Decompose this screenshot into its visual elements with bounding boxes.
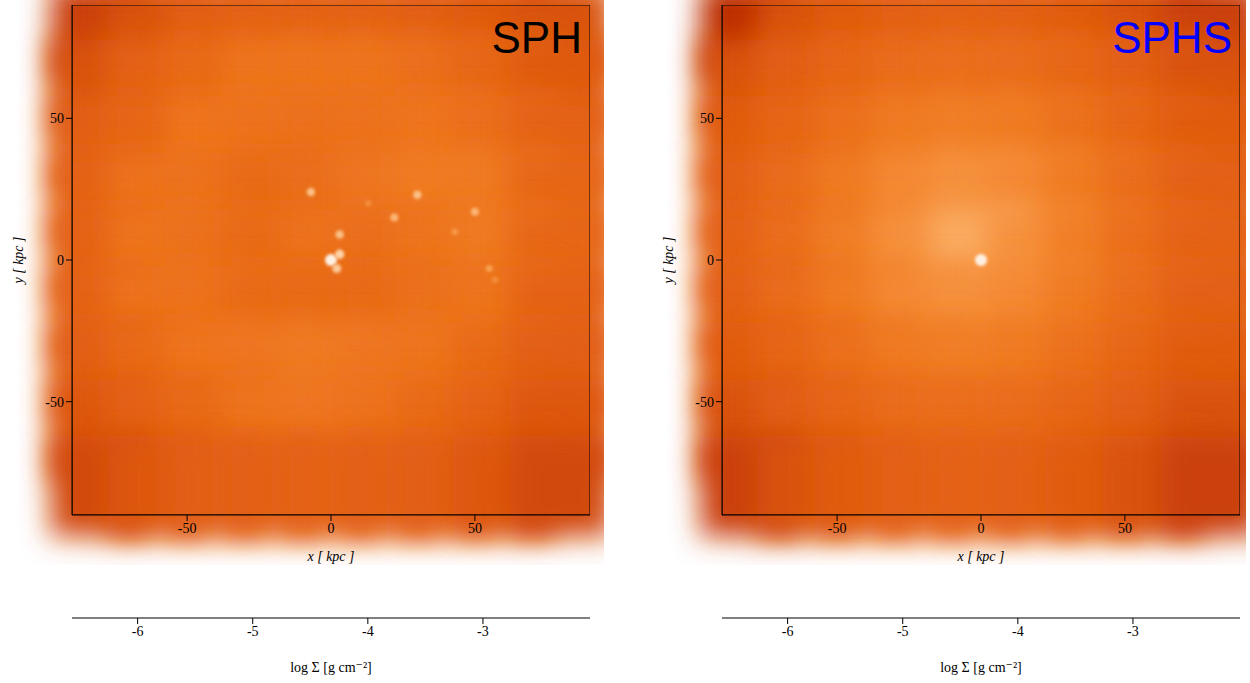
svg-text:-50: -50 bbox=[828, 521, 847, 536]
svg-text:y [ kpc ]: y [ kpc ] bbox=[661, 236, 676, 285]
html-text:SPHS: SPHS bbox=[1112, 13, 1232, 62]
svg-text:-5: -5 bbox=[247, 624, 259, 639]
svg-text:-50: -50 bbox=[178, 521, 197, 536]
svg-text:log Σ [g cm⁻²]: log Σ [g cm⁻²] bbox=[940, 660, 1022, 675]
html-text:SPH: SPH bbox=[491, 13, 582, 62]
svg-text:50: 50 bbox=[468, 521, 482, 536]
svg-text:0: 0 bbox=[328, 521, 335, 536]
svg-text:0: 0 bbox=[707, 253, 714, 268]
svg-text:-5: -5 bbox=[897, 624, 909, 639]
svg-text:0: 0 bbox=[57, 253, 64, 268]
svg-text:-4: -4 bbox=[1012, 624, 1024, 639]
svg-text:x [ kpc ]: x [ kpc ] bbox=[306, 549, 354, 564]
svg-text:-3: -3 bbox=[1127, 624, 1139, 639]
svg-text:-50: -50 bbox=[45, 395, 64, 410]
svg-text:50: 50 bbox=[1118, 521, 1132, 536]
svg-text:x [ kpc ]: x [ kpc ] bbox=[956, 549, 1004, 564]
svg-text:50: 50 bbox=[700, 111, 714, 126]
svg-text:-6: -6 bbox=[782, 624, 794, 639]
svg-text:-50: -50 bbox=[695, 395, 714, 410]
svg-text:50: 50 bbox=[50, 111, 64, 126]
svg-text:0: 0 bbox=[978, 521, 985, 536]
svg-text:y [ kpc ]: y [ kpc ] bbox=[11, 236, 26, 285]
svg-text:-6: -6 bbox=[132, 624, 144, 639]
svg-text:log Σ [g cm⁻²]: log Σ [g cm⁻²] bbox=[290, 660, 372, 675]
svg-text:-3: -3 bbox=[477, 624, 489, 639]
svg-text:-4: -4 bbox=[362, 624, 374, 639]
